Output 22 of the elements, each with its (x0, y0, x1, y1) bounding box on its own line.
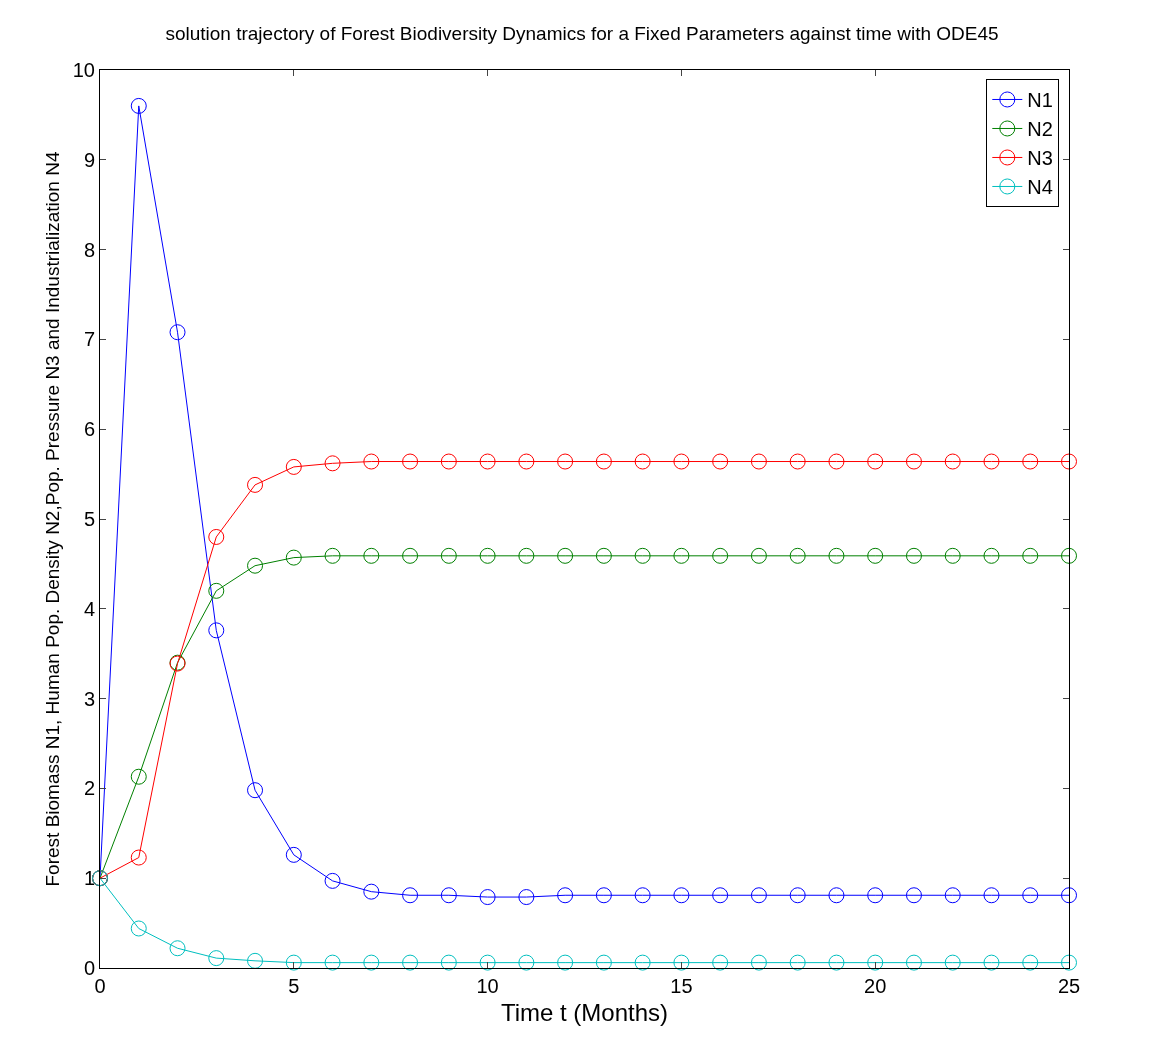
y-tick-label: 10 (72, 59, 95, 81)
y-tick-label: 6 (83, 418, 95, 441)
legend-label: N4 (1027, 176, 1053, 199)
chart-title: solution trajectory of Forest Biodiversity Dynamics for a Fixed Parameters against time with ODE45 (165, 22, 999, 44)
y-tick-label: 8 (83, 238, 95, 261)
y-tick-label: 7 (83, 328, 95, 351)
x-axis-title: Time t (Months) (500, 999, 669, 1027)
y-tick-label: 3 (83, 687, 95, 710)
legend-label: N3 (1027, 147, 1053, 170)
y-tick-label: 4 (83, 597, 95, 620)
legend-label: N1 (1027, 89, 1053, 112)
legend-label: N2 (1027, 118, 1053, 141)
x-tick-label: 15 (670, 975, 693, 997)
y-axis-title: Forest Biomass N1, Human Pop. Density N2,Pop. Pressure N3 and Industrialization N4 (41, 151, 63, 887)
y-tick-label: 5 (83, 508, 95, 530)
y-tick-label: 0 (83, 957, 95, 979)
y-tick-label: 2 (83, 777, 95, 800)
x-tick-label: 5 (288, 975, 300, 997)
y-tick-label: 9 (83, 148, 95, 171)
x-tick-label: 20 (864, 975, 887, 997)
x-tick-label: 10 (476, 975, 499, 997)
x-tick-label: 25 (1057, 975, 1081, 997)
